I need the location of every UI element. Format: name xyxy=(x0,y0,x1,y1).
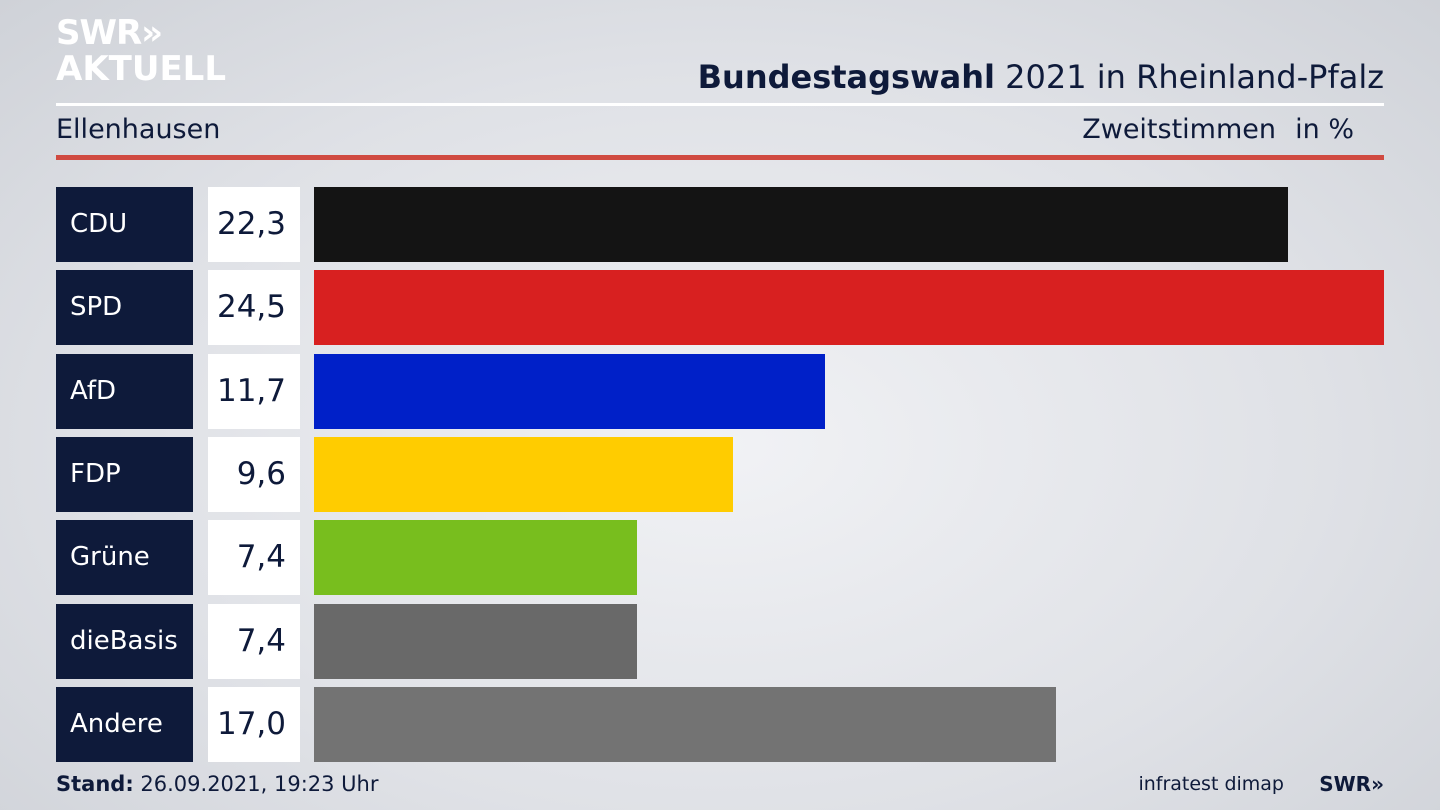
party-label: Andere xyxy=(56,686,193,762)
bar xyxy=(314,603,637,679)
timestamp-value: 26.09.2021, 19:23 Uhr xyxy=(133,772,379,796)
timestamp-label: Stand: xyxy=(56,772,134,796)
value-label: 7,4 xyxy=(208,603,300,679)
subtitle-location: Ellenhausen xyxy=(56,114,221,145)
party-label: dieBasis xyxy=(56,603,193,679)
unit-label: in % xyxy=(1295,114,1354,145)
logo-line-2: AKTUELL xyxy=(56,49,227,89)
swr-aktuell-logo: SWR» AKTUELL xyxy=(56,16,226,86)
timestamp: Stand: 26.09.2021, 19:23 Uhr xyxy=(56,772,379,796)
bar xyxy=(314,520,637,596)
bar xyxy=(314,270,1384,346)
bar xyxy=(314,187,1288,262)
title-divider xyxy=(56,103,1384,106)
source-credit: infratest dimap xyxy=(1138,773,1284,795)
value-label: 9,6 xyxy=(208,436,300,512)
header-accent-rule xyxy=(56,155,1384,160)
title-rest: 2021 in Rheinland-Pfalz xyxy=(995,58,1384,96)
value-label: 22,3 xyxy=(208,187,300,262)
vote-type-label: Zweitstimmen xyxy=(1082,114,1276,145)
value-label: 24,5 xyxy=(208,270,300,346)
party-label: Grüne xyxy=(56,520,193,596)
title-bold: Bundestagswahl xyxy=(697,58,995,96)
party-label: AfD xyxy=(56,353,193,429)
bar xyxy=(314,436,733,512)
bar xyxy=(314,686,1056,762)
value-label: 17,0 xyxy=(208,686,300,762)
party-label: CDU xyxy=(56,187,193,262)
party-label: SPD xyxy=(56,270,193,346)
swr-footer-logo: SWR» xyxy=(1319,772,1384,796)
chart-title: Bundestagswahl 2021 in Rheinland-Pfalz xyxy=(698,58,1384,96)
value-label: 7,4 xyxy=(208,520,300,596)
logo-line-1: SWR» xyxy=(56,13,163,53)
bar xyxy=(314,353,825,429)
party-label: FDP xyxy=(56,436,193,512)
value-label: 11,7 xyxy=(208,353,300,429)
